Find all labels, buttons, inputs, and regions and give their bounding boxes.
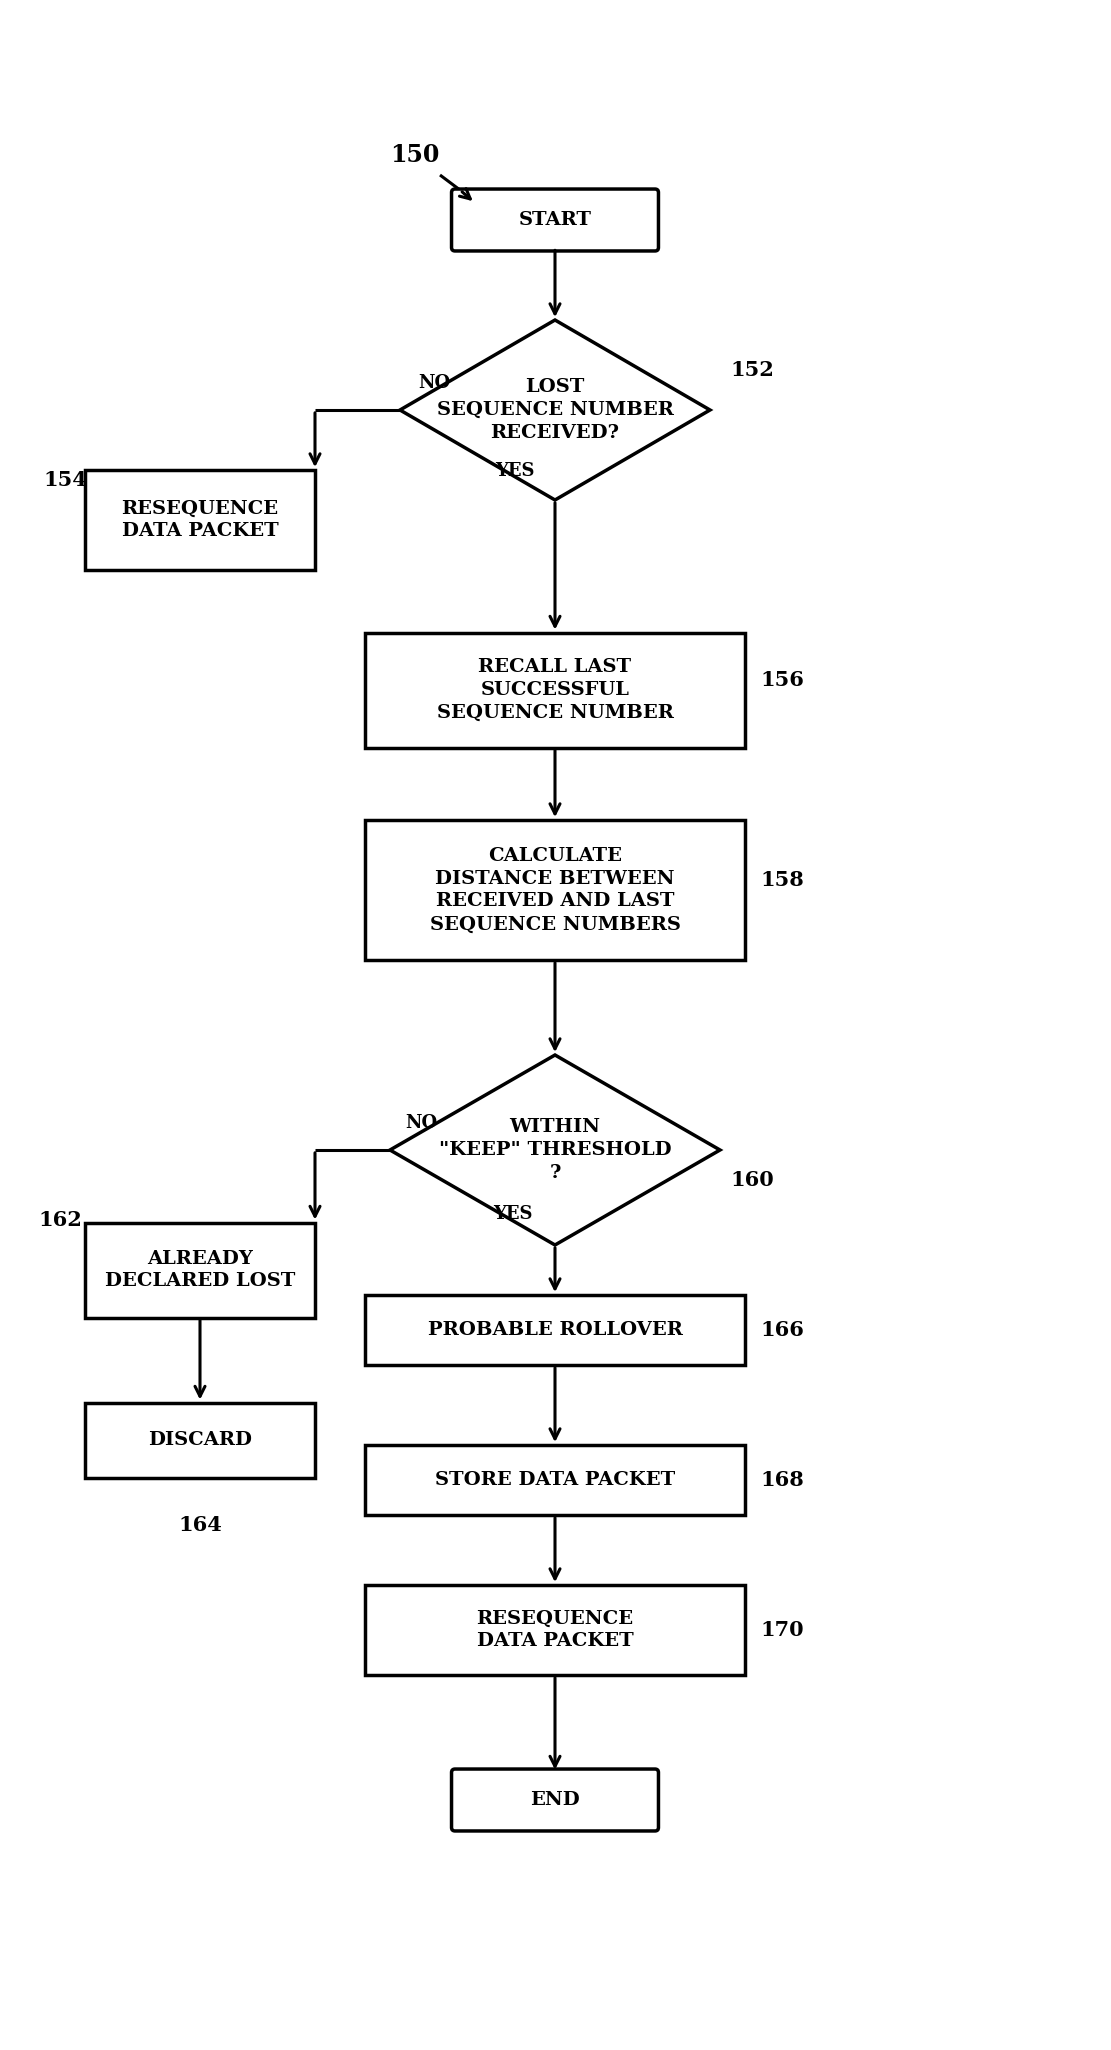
Text: 168: 168 (760, 1470, 803, 1490)
Bar (86, 469, 316, 570)
Text: YES: YES (493, 1205, 533, 1224)
Text: 158: 158 (760, 869, 803, 890)
Text: RECALL LAST
SUCCESSFUL
SEQUENCE NUMBER: RECALL LAST SUCCESSFUL SEQUENCE NUMBER (437, 658, 673, 722)
Text: RESEQUENCE
DATA PACKET: RESEQUENCE DATA PACKET (477, 1609, 633, 1650)
Text: 150: 150 (390, 144, 440, 166)
Text: LOST
SEQUENCE NUMBER
RECEIVED?: LOST SEQUENCE NUMBER RECEIVED? (437, 377, 673, 443)
Text: 160: 160 (730, 1171, 773, 1189)
FancyBboxPatch shape (451, 189, 659, 250)
Text: 164: 164 (178, 1515, 222, 1535)
Text: RESEQUENCE
DATA PACKET: RESEQUENCE DATA PACKET (121, 500, 279, 541)
Text: 154: 154 (43, 469, 87, 490)
Text: 166: 166 (760, 1320, 804, 1341)
Polygon shape (400, 320, 710, 500)
Text: ALREADY
DECLARED LOST: ALREADY DECLARED LOST (104, 1250, 296, 1289)
Text: CALCULATE
DISTANCE BETWEEN
RECEIVED AND LAST
SEQUENCE NUMBERS: CALCULATE DISTANCE BETWEEN RECEIVED AND … (430, 847, 680, 933)
Text: NO: NO (406, 1113, 437, 1132)
Text: END: END (530, 1792, 580, 1808)
FancyBboxPatch shape (451, 1769, 659, 1831)
Text: STORE DATA PACKET: STORE DATA PACKET (434, 1472, 675, 1488)
Text: 162: 162 (38, 1210, 82, 1230)
Text: YES: YES (496, 461, 536, 480)
Bar (86, 1402, 316, 1478)
Text: WITHIN
"KEEP" THRESHOLD
?: WITHIN "KEEP" THRESHOLD ? (439, 1117, 671, 1183)
Text: 170: 170 (760, 1620, 803, 1640)
Text: NO: NO (418, 373, 450, 392)
Bar (86, 1222, 316, 1318)
Bar (366, 633, 745, 748)
Text: START: START (519, 211, 591, 230)
Text: 156: 156 (760, 670, 804, 691)
Bar (366, 1585, 745, 1675)
Bar (366, 1445, 745, 1515)
Bar (366, 1296, 745, 1365)
Polygon shape (390, 1056, 720, 1244)
Text: PROBABLE ROLLOVER: PROBABLE ROLLOVER (428, 1320, 682, 1339)
Text: DISCARD: DISCARD (148, 1431, 252, 1449)
Text: 152: 152 (730, 361, 774, 379)
Bar (366, 820, 745, 959)
